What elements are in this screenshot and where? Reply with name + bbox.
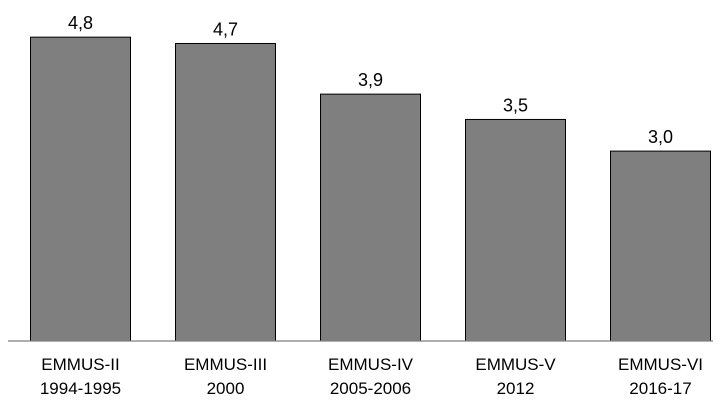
- data-label-3: 3,9: [358, 70, 383, 90]
- x-tick-label-5-line-1: EMMUS-VI: [618, 355, 703, 374]
- x-tick-label-3-line-2: 2005-2006: [330, 379, 411, 398]
- data-label-5: 3,0: [648, 127, 673, 147]
- bar-4: [465, 118, 566, 342]
- x-tick-label-5-line-2: 2016-17: [629, 379, 691, 398]
- bars: [30, 36, 711, 342]
- labels: 4,8 EMMUS-II 1994-1995 4,7 EMMUS-III 2000 3,9 E…: [40, 13, 703, 398]
- data-label-4: 3,5: [503, 95, 528, 115]
- bar-5: [610, 150, 711, 342]
- x-tick-label-3-line-1: EMMUS-IV: [328, 355, 414, 374]
- bar-3: [320, 93, 421, 342]
- bar-2: [175, 42, 276, 342]
- x-tick-label-2-line-1: EMMUS-III: [184, 355, 267, 374]
- data-label-1: 4,8: [68, 13, 93, 33]
- x-tick-label-4-line-1: EMMUS-V: [475, 355, 556, 374]
- x-tick-label-1-line-1: EMMUS-II: [41, 355, 119, 374]
- x-tick-label-1-line-2: 1994-1995: [40, 379, 121, 398]
- x-tick-label-2-line-2: 2000: [207, 379, 245, 398]
- bar-1: [30, 36, 131, 342]
- x-tick-label-4-line-2: 2012: [497, 379, 535, 398]
- data-label-2: 4,7: [213, 19, 238, 39]
